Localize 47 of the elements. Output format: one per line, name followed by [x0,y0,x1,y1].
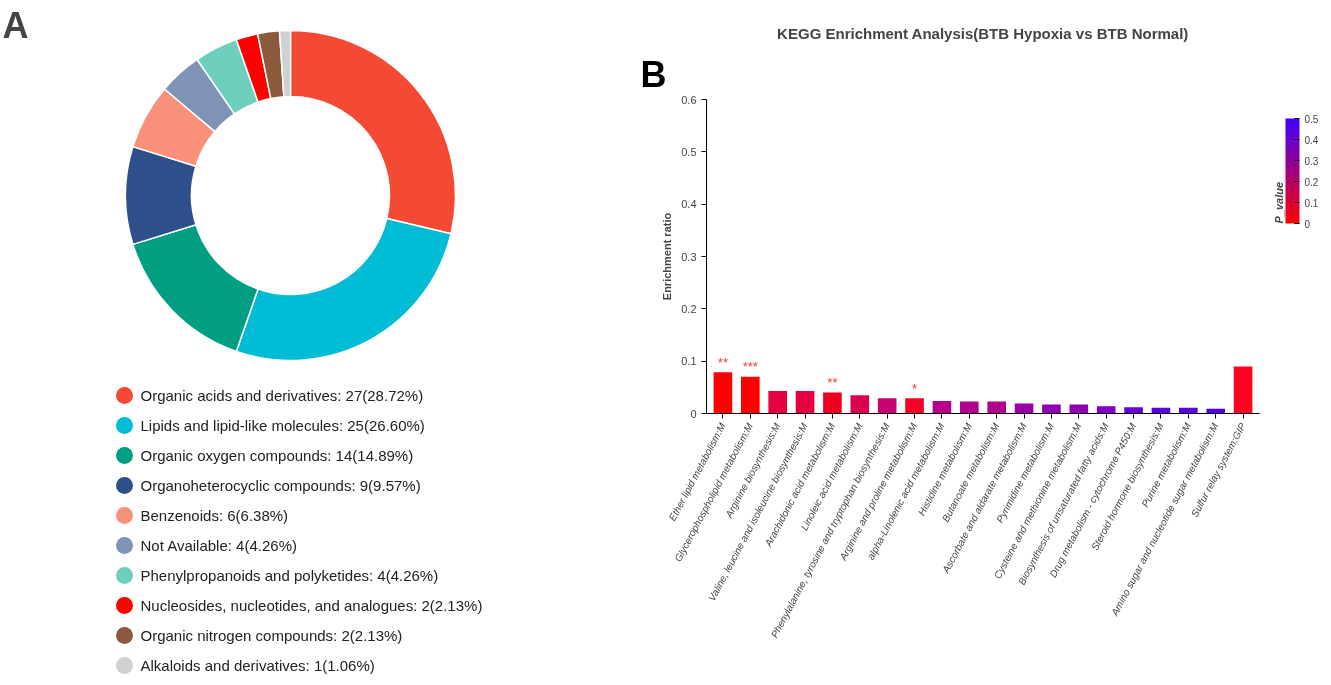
bar [932,400,952,414]
legend-label: Organoheterocyclic compounds: 9(9.57%) [140,477,421,494]
legend-label: Not Available: 4(4.26%) [140,537,297,554]
bar [1042,404,1061,414]
y-tick-label: 0.2 [681,302,697,315]
bar [768,391,787,414]
legend-label: Organic nitrogen compounds: 2(2.13%) [140,627,403,644]
legend-label: Alkaloids and derivatives: 1(1.06%) [140,657,375,674]
bar [905,398,924,414]
bar [1124,407,1143,414]
y-tick-label: 0.5 [681,145,697,158]
bar [823,392,842,414]
bar [795,391,815,414]
bar [1096,406,1116,414]
bar [850,395,870,414]
annotation: ** [717,354,728,370]
y-tick-label: 0.3 [681,250,697,263]
color-bar-label: 0.2 [1304,176,1319,188]
bar [740,376,760,414]
legend-label: Organic acids and derivatives: 27(28.72%) [140,387,424,404]
legend-label: Organic oxygen compounds: 14(14.89%) [140,447,414,464]
y-tick-label: 0.1 [681,355,697,368]
bar [713,372,733,414]
bar [877,398,897,414]
text: A [2,4,29,46]
bar [960,401,979,414]
color-bar-title: P_value [1272,181,1285,224]
y-tick-label: 0 [690,407,697,420]
legend-label: Phenylpropanoids and polyketides: 4(4.26%) [140,567,439,584]
color-bar-label: 0.5 [1304,113,1319,125]
chart-title: KEGG Enrichment Analysis(BTB Hypoxia vs BTB Normal) [777,24,1189,42]
legend-label: Benzenoids: 6(6.38%) [140,507,289,524]
y-tick-label: 0.4 [681,198,697,211]
text: B [640,53,667,95]
bar [987,401,1006,414]
y-tick-label: 0.6 [681,93,697,106]
annotation: * [912,380,918,396]
bar [1233,366,1253,414]
color-bar-label: 0.1 [1304,197,1319,209]
color-bar-label: 0.3 [1304,155,1319,167]
annotation: *** [742,359,758,375]
legend-label: Lipids and lipid-like molecules: 25(26.60%) [140,417,425,434]
color-bar-label: 0 [1304,218,1311,230]
color-bar-label: 0.4 [1304,134,1319,146]
legend-label: Nucleosides, nucleotides, and analogues: 2(2.13%) [140,597,483,614]
annotation: ** [827,374,838,390]
y-axis-title: Enrichment ratio [661,212,674,301]
